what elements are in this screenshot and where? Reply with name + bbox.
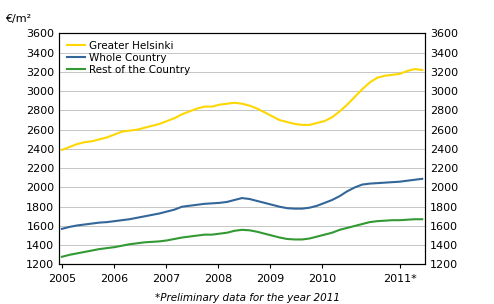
Text: €/m²: €/m² [5, 14, 31, 24]
Text: *Preliminary data for the year 2011: *Preliminary data for the year 2011 [155, 293, 339, 303]
Legend: Greater Helsinki, Whole Country, Rest of the Country: Greater Helsinki, Whole Country, Rest of… [62, 36, 195, 79]
